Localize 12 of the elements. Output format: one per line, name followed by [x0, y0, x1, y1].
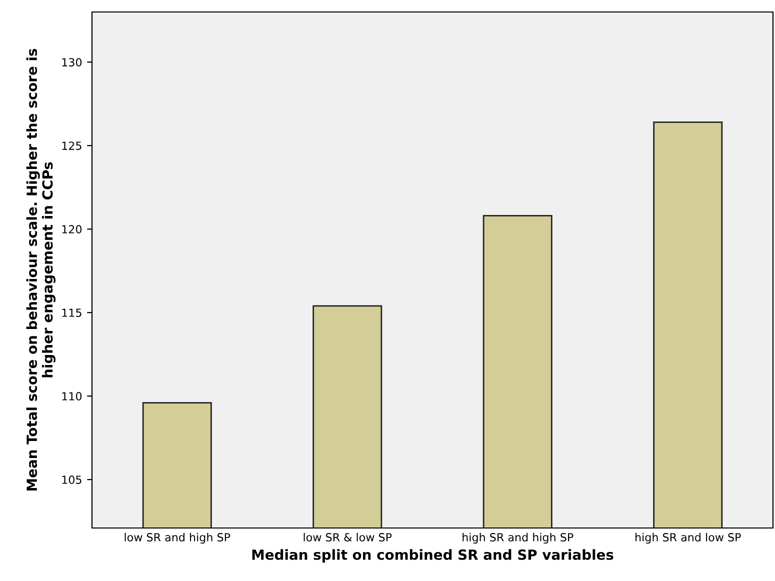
x-axis-title: Median split on combined SR and SP variables: [252, 549, 614, 563]
y-tick-label: 120: [62, 225, 82, 234]
y-tick-label: 105: [62, 476, 82, 484]
y-tick-label: 115: [62, 308, 82, 317]
x-tick-label: high SR and low SP: [636, 532, 741, 544]
y-axis-title: Mean Total score on behaviour scale. Higher the score is higher engagement in CCPs: [26, 48, 56, 490]
x-tick-label: low SR & low SP: [304, 532, 392, 542]
x-tick-label: high SR and high SP: [462, 532, 574, 544]
y-tick-label: 125: [62, 142, 82, 150]
y-tick-label: 130: [62, 58, 82, 66]
y-tick-label: 110: [62, 392, 82, 400]
x-tick-label: low SR and high SP: [124, 532, 230, 544]
